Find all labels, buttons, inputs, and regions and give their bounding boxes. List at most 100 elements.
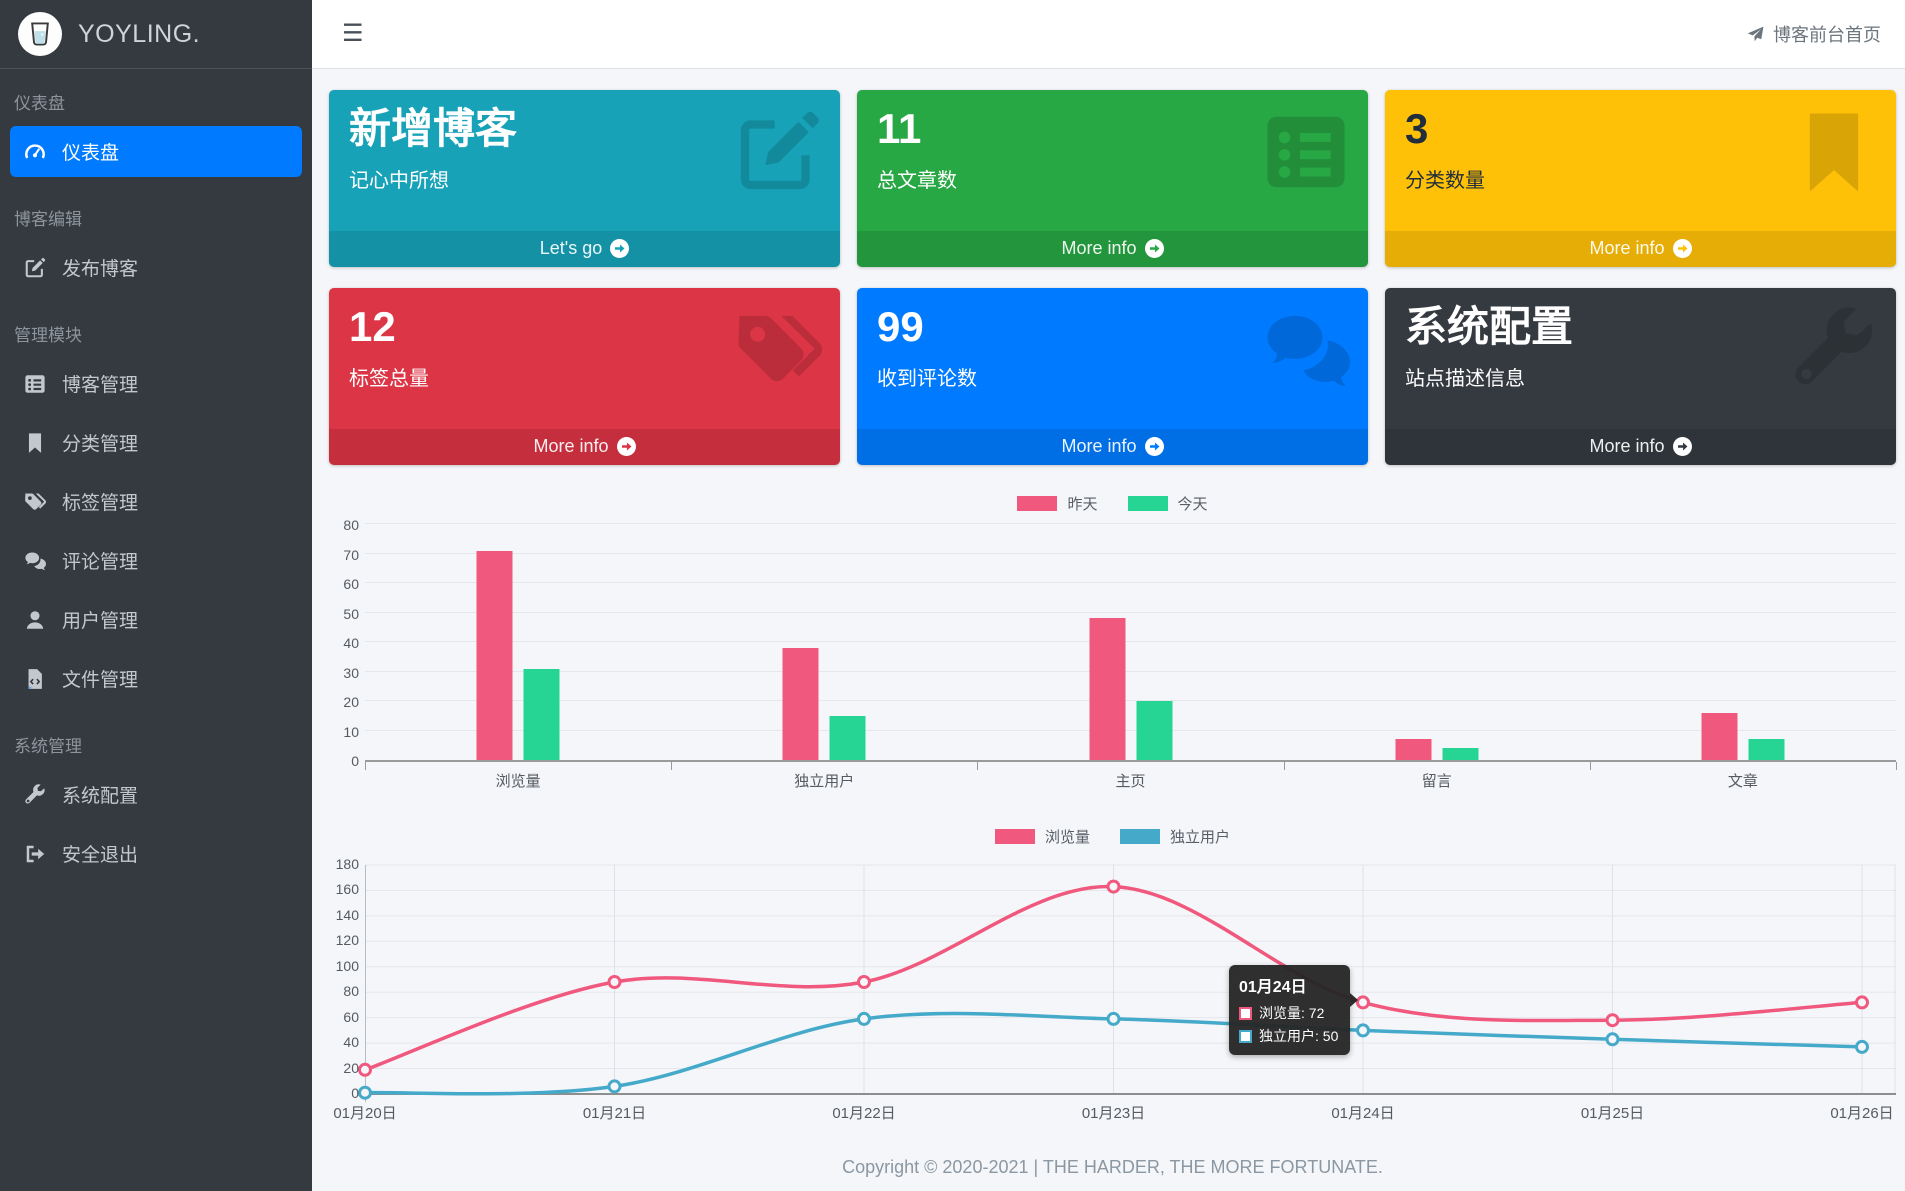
tooltip-swatch [1239,1006,1252,1020]
sidebar-item-system-config[interactable]: 系统配置 [10,769,302,820]
tooltip-swatch [1239,1029,1252,1043]
info-box-footer-label: More info [533,436,609,456]
brand-link[interactable]: YOYLING. [0,0,312,69]
bar-group: 文章 [1590,526,1896,790]
line-point-独立用户 [1855,1039,1869,1054]
tooltip-title: 01月24日 [1239,979,1307,997]
bar-y-tick-label: 50 [343,605,359,622]
sidebar-section-header: 系统管理 [14,737,82,756]
line-chart: 浏览量 独立用户 0 20 40 60 80 100 120 140 160 180 01月20日 01… [329,826,1896,1141]
line-chart-plot: 0 20 40 60 80 100 120 140 160 180 01月20日 01月21日 01月2… [333,856,1896,1141]
sidebar-section-header: 博客编辑 [14,210,82,229]
line-x-tick-label: 01月21日 [582,1105,647,1122]
sidebar-item-category-manage[interactable]: 分类管理 [10,417,302,468]
legend-label: 浏览量 [1044,829,1090,846]
sidebar-section-header: 仪表盘 [14,94,65,113]
file-code-icon [24,668,46,690]
user-icon [24,609,46,631]
sidebar-item-label: 文件管理 [62,670,139,691]
sidebar-item-tag-manage[interactable]: 标签管理 [10,476,302,527]
line-point-浏览量 [857,975,871,989]
line-x-tick-label: 01月20日 [333,1105,397,1122]
arrow-circle-right-icon [1144,437,1164,456]
info-box-footer-link-tag-count[interactable]: More info [329,429,840,465]
bar-y-tick-label: 80 [343,517,359,533]
bar-gridline [365,729,1896,731]
info-box-footer-link-total-articles[interactable]: More info [857,231,1368,267]
line-point-浏览量 [607,975,622,989]
info-box-title: 99 [877,303,924,350]
line-y-tick-label: 20 [343,1059,359,1076]
bar-category-label: 留言 [1421,773,1452,790]
line-point-浏览量 [1605,1013,1620,1028]
legend-item: 今天 [1127,493,1208,514]
info-box-category-count: 3 分类数量 More info [1385,90,1896,267]
bar-y-tick-label: 20 [343,694,359,710]
bar-axis-tick [365,762,366,770]
bar-axis-tick [1896,762,1897,770]
bar-axis-tick [977,762,979,770]
sidebar-item-file-manage[interactable]: 文件管理 [10,653,302,704]
bar-pair [1701,712,1785,760]
sidebar-item-label: 仪表盘 [62,143,120,164]
comments-icon [24,550,46,572]
sidebar-item-dashboard[interactable]: 仪表盘 [10,126,302,177]
info-box-system-config-box: 系统配置 站点描述信息 More info [1385,288,1896,465]
info-box-footer-link-comment-count[interactable]: More info [857,429,1368,465]
line-point-独立用户 [857,1011,871,1026]
bar-昨天 [1089,618,1125,760]
bar-category-label: 主页 [1115,773,1146,790]
arrow-circle-right-icon [1672,239,1692,258]
sidebar-item-user-manage[interactable]: 用户管理 [10,594,302,645]
info-box-subtitle: 站点描述信息 [1405,368,1525,391]
list-icon [24,373,46,395]
list-icon [1262,108,1350,201]
info-box-footer-link-new-blog[interactable]: Let's go [329,231,840,267]
legend-swatch [1017,496,1058,511]
line-y-tick-label: 180 [335,856,359,872]
info-box-inner: 新增博客 记心中所想 [329,90,840,231]
chart-tooltip: 01月24日 浏览量: 72 独立用户: 50 [1229,965,1359,1056]
line-x-tick-label: 01月22日 [832,1105,896,1122]
info-box-title: 系统配置 [1405,303,1574,350]
legend-swatch [1127,496,1168,511]
info-box-inner: 12 标签总量 [329,288,840,429]
bar-axis-tick [1589,762,1591,770]
sidebar-item-logout[interactable]: 安全退出 [10,828,302,879]
sidebar-item-publish-blog[interactable]: 发布博客 [10,242,302,293]
info-box-subtitle: 分类数量 [1405,170,1485,193]
edit-icon [734,108,822,201]
blog-frontend-link[interactable]: 博客前台首页 [1747,21,1881,47]
info-box-inner: 系统配置站点描述信息 [1385,288,1896,429]
sidebar-menu: 仪表盘 仪表盘 博客编辑 发布博客 管理模块 博客管理 分类管理 标签管理 评论管理 用户管理 文件… [0,69,312,879]
bar-今天 [1442,748,1479,760]
line-y-tick-label: 160 [335,881,359,898]
bar-pair [1395,739,1479,760]
legend-swatch [1120,829,1160,844]
line-y-tick-label: 60 [343,1008,359,1025]
bar-chart: 昨天 今天 0 10 20 30 40 50 60 70 80 浏览量 独立用户 主页 留言 文章 [329,493,1897,796]
info-box-subtitle: 总文章数 [877,170,957,193]
bar-category-label: 独立用户 [794,773,855,790]
sidebar-item-comment-manage[interactable]: 评论管理 [10,535,302,586]
arrow-circle-right-icon [610,239,630,258]
hamburger-menu-icon[interactable]: ☰ [342,20,364,47]
sidebar-item-label: 用户管理 [62,611,139,632]
line-point-独立用户 [1106,1011,1121,1026]
info-box-footer-link-category-count[interactable]: More info [1385,231,1896,267]
line-point-浏览量 [1106,879,1121,894]
line-point-独立用户 [358,1085,372,1100]
tags-icon [24,491,46,513]
info-box-footer-link-system-config-box[interactable]: More info [1385,429,1896,465]
bar-pair [476,550,560,760]
bar-昨天 [1395,739,1432,760]
sidebar-item-blog-manage[interactable]: 博客管理 [10,358,302,409]
bookmark-icon [1790,108,1878,201]
bar-group: 浏览量 [365,526,671,790]
info-box-footer-label: More info [1589,238,1665,258]
line-y-tick-label: 100 [335,957,359,974]
info-box-subtitle: 标签总量 [349,368,429,391]
edit-icon [24,257,46,279]
bar-y-tick-label: 10 [343,723,359,740]
